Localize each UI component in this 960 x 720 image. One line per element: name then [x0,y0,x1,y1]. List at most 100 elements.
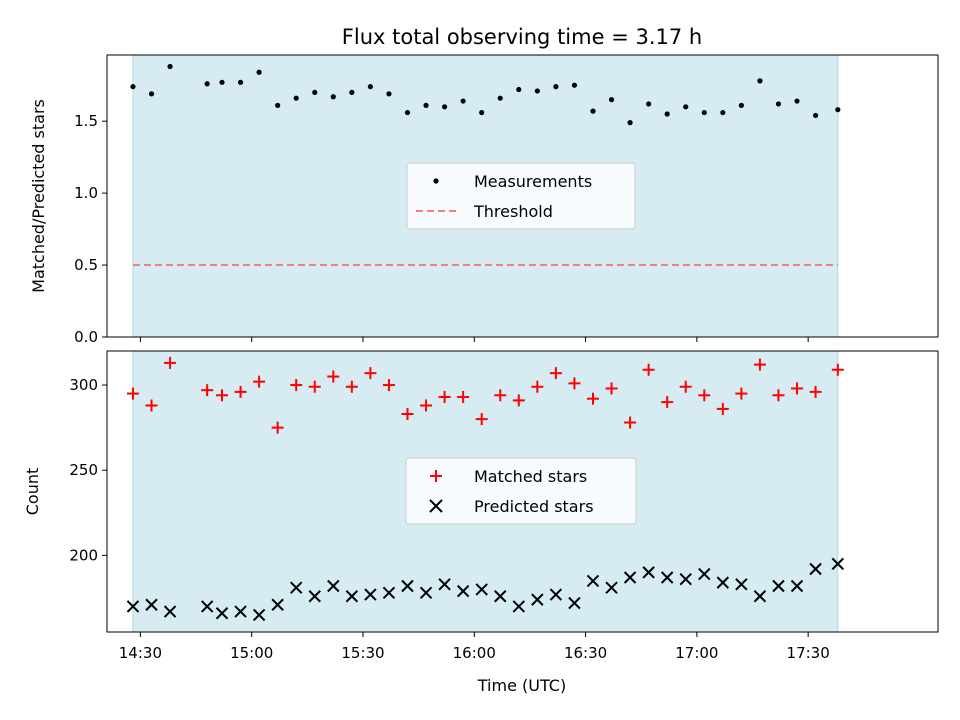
measurement-point [293,95,299,101]
matched-star-point [290,379,303,392]
predicted-star-point [345,590,359,603]
measurement-point [571,82,578,88]
predicted-star-point [605,581,618,594]
predicted-star-point [679,572,692,586]
matched-star-point [772,389,785,402]
predicted-star-point [568,596,581,610]
top-legend: Measurements Threshold [406,162,636,230]
measurement-point [130,84,136,90]
measurement-point [386,91,392,97]
matched-star-point [401,408,414,421]
matched-star-point [234,385,247,398]
predicted-star-point [735,578,748,591]
matched-star-point [364,367,377,380]
matched-star-point [791,382,804,395]
predicted-star-point [456,584,470,598]
matched-star-point [271,421,284,434]
matched-star-point [382,379,395,392]
matched-star-point [605,382,618,395]
predicted-star-point [660,571,674,584]
matched-star-point [624,416,637,429]
predicted-star-point [289,581,303,594]
matched-star-point [549,367,562,380]
measurement-point [701,109,707,116]
measurement-point [738,102,744,108]
y-tick-label: 250 [69,461,98,479]
x-tick-label: 14:30 [119,644,162,662]
predicted-star-point [145,598,158,611]
predicted-star-point [438,578,451,591]
bottom-legend: Matched stars Predicted stars [405,457,637,525]
matched-star-point [531,380,544,393]
predicted-star-point [698,567,711,581]
predicted-star-point [382,586,396,600]
matched-star-point [753,358,766,371]
measurement-point [219,79,225,85]
y-tick-label: 0.0 [74,328,98,346]
predicted-star-point [126,600,140,613]
predicted-star-point [215,607,229,620]
measurement-point [497,95,503,101]
predicted-star-point [327,579,340,593]
predicted-star-point [586,574,600,588]
matched-star-point [679,380,692,393]
matched-star-point [475,413,488,426]
measurement-point [835,107,841,113]
legend-matched-label: Matched stars [474,467,587,486]
matched-star-point [308,380,321,393]
predicted-star-point [271,598,284,611]
predicted-star-point [200,600,214,613]
bottom-y-ticks: 200 250 300 [69,376,107,564]
x-tick-label: 17:00 [675,644,718,662]
matched-star-point [164,356,177,369]
matched-star-point [809,385,822,398]
top-panel: 0.0 0.5 1.0 1.5 Matched/Predicted stars Mea… [29,54,939,346]
predicted-star-point [234,605,247,618]
measurement-point [275,102,281,108]
y-tick-label: 0.5 [74,256,98,274]
measurement-point [627,120,633,126]
measurement-point [312,89,318,96]
predicted-star-point [475,583,488,596]
x-tick-label: 15:00 [230,644,273,662]
top-y-axis-label: Matched/Predicted stars [29,99,48,293]
predicted-star-point [419,586,433,600]
measurement-point [237,79,244,85]
x-tick-label: 17:30 [787,644,830,662]
matched-star-point [831,363,844,376]
matched-star-point [661,396,674,409]
x-axis-label: Time (UTC) [477,676,566,695]
predicted-star-point [549,588,563,601]
predicted-star-point [494,590,507,603]
matched-star-point [201,384,214,397]
measurement-point [646,101,652,107]
matched-star-point [494,389,507,402]
predicted-star-point [642,566,655,579]
bottom-axes-frame [106,350,939,633]
predicted-star-point [401,579,414,593]
matched-star-point [457,390,470,403]
matched-star-point [253,375,266,388]
matched-star-point [345,380,358,393]
measurement-point [664,111,670,117]
predicted-star-point [753,590,767,603]
matched-star-point [420,399,433,412]
measurement-point [608,97,615,103]
top-legend-box [406,162,636,230]
legend-threshold-label: Threshold [473,202,553,221]
measurement-point [812,112,819,119]
count-points [126,356,845,622]
measurement-point [516,86,522,93]
measurement-point [404,109,411,116]
matched-star-point [586,392,599,405]
measurement-point [148,91,155,97]
predicted-star-point [252,608,266,622]
measurement-point [460,98,466,104]
measurement-point [757,78,763,84]
measurement-point [553,84,559,90]
matched-star-point [642,363,655,376]
measurement-point [683,104,689,110]
matched-star-point [216,389,229,402]
bottom-y-axis-label: Count [23,468,42,516]
top-x-ticks [139,337,809,342]
